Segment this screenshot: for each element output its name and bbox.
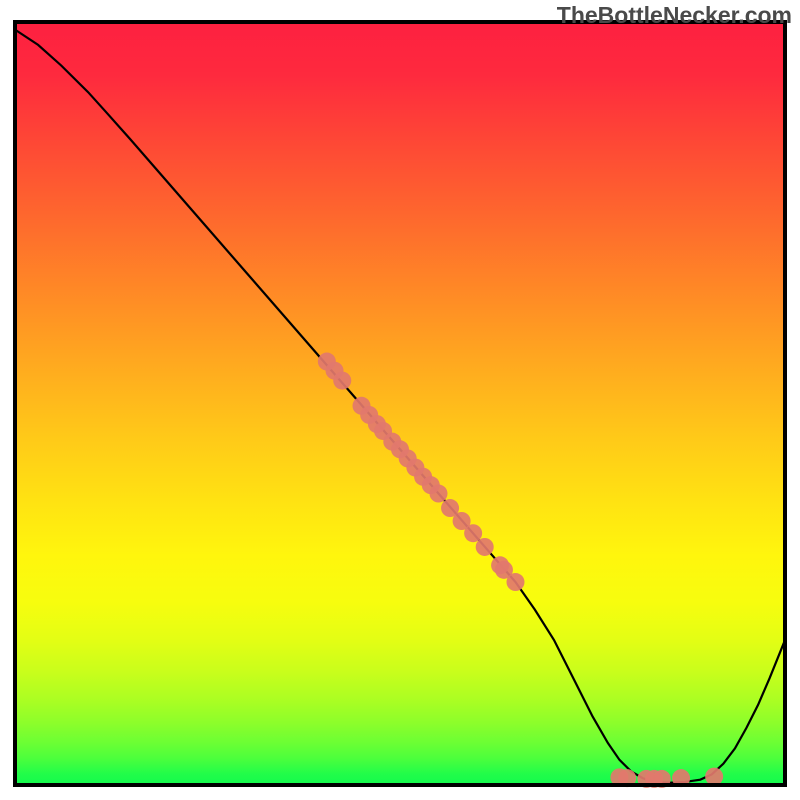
- data-point: [333, 372, 351, 390]
- gradient-line-chart: [0, 0, 800, 800]
- plot-background: [15, 22, 785, 785]
- data-point: [476, 538, 494, 556]
- data-point: [507, 573, 525, 591]
- data-point: [464, 524, 482, 542]
- data-point: [430, 485, 448, 503]
- chart-container: TheBottleNecker.com: [0, 0, 800, 800]
- attribution-label: TheBottleNecker.com: [557, 2, 792, 29]
- data-point: [705, 768, 723, 786]
